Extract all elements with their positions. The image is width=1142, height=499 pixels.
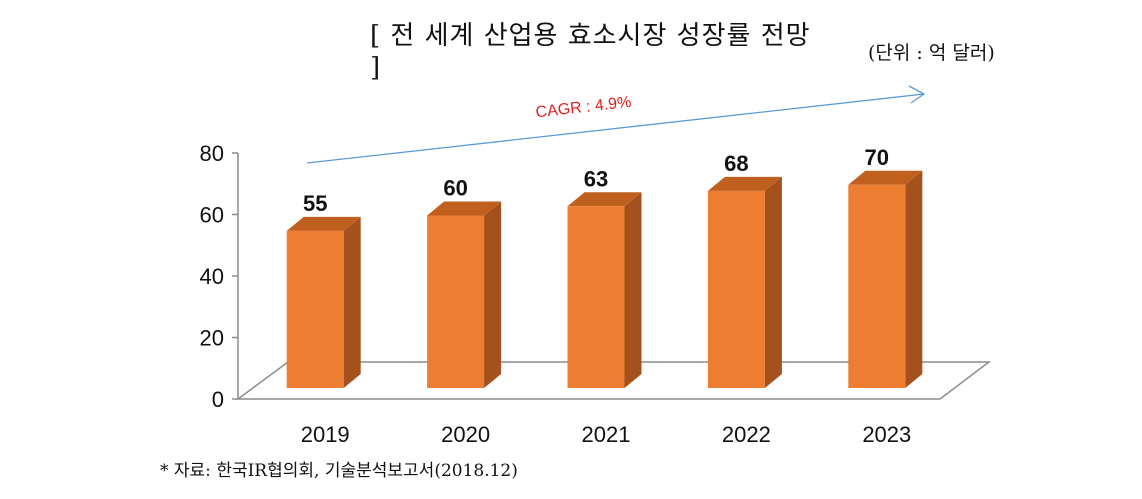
bar xyxy=(848,184,906,388)
bar-side xyxy=(484,201,502,388)
bar-top xyxy=(567,192,642,207)
data-label: 55 xyxy=(303,191,327,216)
data-label: 68 xyxy=(724,151,748,176)
bar-side xyxy=(624,192,642,388)
x-tick-label: 2021 xyxy=(582,422,631,447)
cagr-arrow-line xyxy=(306,93,925,164)
bar-side xyxy=(343,216,361,388)
y-tick-label: 80 xyxy=(200,141,224,166)
source-note: * 자료: 한국IR협의회, 기술분석보고서(2018.12) xyxy=(160,461,518,481)
bar-side xyxy=(905,170,923,388)
x-tick-label: 2023 xyxy=(862,422,911,447)
y-tick-label: 40 xyxy=(200,264,224,289)
y-tick-label: 20 xyxy=(200,326,224,351)
bar-top xyxy=(286,216,361,231)
chart-title: [ 전 세계 산업용 효소시장 성장률 전망 ] xyxy=(370,21,811,83)
cagr-annotation: CAGR : 4.9% xyxy=(535,94,632,122)
x-tick-label: 2020 xyxy=(441,422,490,447)
bar-side xyxy=(764,176,782,388)
bar xyxy=(286,230,344,388)
data-label: 63 xyxy=(584,166,608,191)
x-tick-label: 2019 xyxy=(301,422,350,447)
bar xyxy=(707,190,765,388)
y-tick-label: 0 xyxy=(212,387,224,412)
x-tick-label: 2022 xyxy=(722,422,771,447)
cagr-arrow-head xyxy=(908,85,926,104)
bar-top xyxy=(848,170,923,185)
bar-top xyxy=(427,201,502,216)
unit-label: (단위 : 억 달러) xyxy=(868,42,995,64)
chart-floor xyxy=(235,361,992,400)
bar xyxy=(427,215,485,388)
bar-top xyxy=(707,176,782,191)
y-tick-label: 60 xyxy=(200,203,224,228)
bar xyxy=(567,206,625,388)
data-label: 70 xyxy=(865,145,889,170)
data-label: 60 xyxy=(443,176,467,201)
